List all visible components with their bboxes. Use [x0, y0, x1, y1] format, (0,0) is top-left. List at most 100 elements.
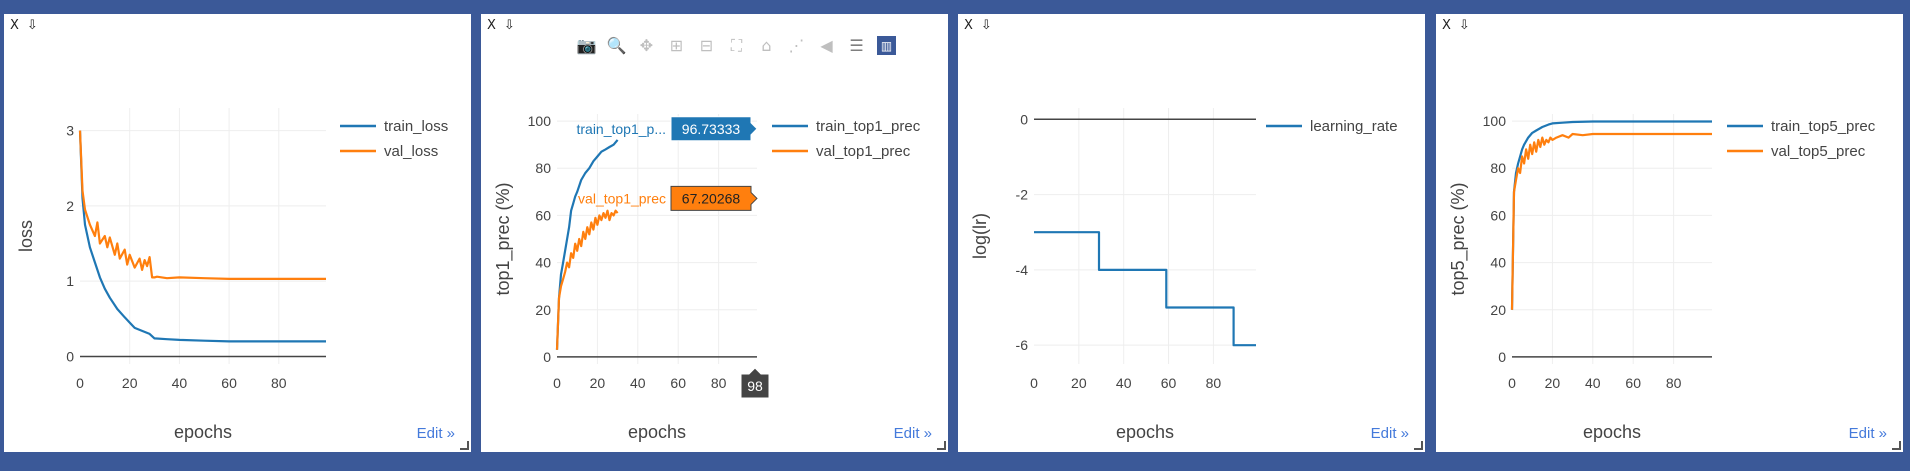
- close-panel-button[interactable]: X: [487, 18, 496, 33]
- hover-label-x: 98: [740, 367, 770, 399]
- x-axis-title: epochs: [1583, 422, 1641, 442]
- hover-closest-icon[interactable]: ◀: [820, 36, 833, 55]
- resize-handle[interactable]: [937, 441, 946, 450]
- x-tick-label: 80: [711, 375, 727, 391]
- autoscale-icon[interactable]: ⛶: [730, 35, 743, 55]
- x-tick-label: 20: [1545, 375, 1561, 391]
- edit-chart-link[interactable]: Edit »: [416, 425, 455, 442]
- legend: learning_rate: [1266, 118, 1398, 135]
- download-icon[interactable]: ⇩: [980, 18, 992, 33]
- legend-item-val_top1_prec[interactable]: val_top1_prec: [816, 143, 911, 160]
- pan-icon[interactable]: ✥: [639, 36, 654, 55]
- x-tick-label: 60: [221, 375, 237, 391]
- y-tick-label: 80: [1490, 160, 1506, 176]
- resize-handle[interactable]: [1414, 441, 1423, 450]
- zoom-icon[interactable]: 🔍: [606, 36, 627, 55]
- reset-axes-icon[interactable]: ⌂: [761, 36, 772, 55]
- y-axis-title: log(lr): [970, 213, 990, 259]
- x-tick-label: 80: [1666, 375, 1682, 391]
- loss-chart[interactable]: 0 20 40 60 80 0 1 2 3 epochs loss train_loss val_los…: [4, 14, 471, 452]
- series-line-val_top5_prec[interactable]: [1510, 132, 1712, 310]
- hover-series-name: val_top1_prec: [578, 190, 666, 206]
- y-tick-label: 0: [543, 349, 551, 365]
- y-tick-label: 80: [535, 160, 551, 176]
- camera-icon[interactable]: 📷: [576, 36, 597, 55]
- series-line-train_top5_prec[interactable]: [1510, 120, 1712, 310]
- hover-label-val: 67.20268 val_top1_prec: [578, 185, 758, 211]
- series-line-learning_rate[interactable]: [1034, 231, 1256, 347]
- hover-value: 67.20268: [682, 190, 741, 206]
- modebar: 📷 🔍 ✥ ⊞ ⊟ ⛶ ⌂ ⋰ ◀ ☰ ▥: [577, 36, 896, 55]
- gridlines: [557, 114, 757, 364]
- hover-x-value: 98: [747, 378, 763, 394]
- legend-item-train_top1_prec[interactable]: train_top1_prec: [816, 118, 921, 135]
- y-tick-label: 100: [528, 113, 552, 129]
- hover-series-name: train_top1_p...: [576, 121, 666, 137]
- close-panel-button[interactable]: X: [964, 18, 973, 33]
- zoom-in-icon[interactable]: ⊞: [669, 36, 684, 55]
- download-icon[interactable]: ⇩: [26, 18, 38, 33]
- x-tick-label: 40: [630, 375, 646, 391]
- x-tick-label: 0: [1508, 375, 1516, 391]
- y-tick-label: 60: [1490, 207, 1506, 223]
- hover-label-train: 96.73333 train_top1_p...: [576, 116, 758, 142]
- hover-value: 96.73333: [682, 121, 741, 137]
- chart-panel-lr: X ⇩ 0 20 40 60 80 0 -2 -4 -6 epochs log(lr) learnin…: [958, 14, 1425, 452]
- y-tick-label: 0: [1020, 111, 1028, 127]
- y-axis-title: top1_prec (%): [493, 182, 514, 295]
- edit-chart-link[interactable]: Edit »: [893, 425, 932, 442]
- zoom-out-icon[interactable]: ⊟: [699, 36, 714, 55]
- series-line-val_loss[interactable]: [78, 130, 326, 280]
- top5-chart[interactable]: 0 20 40 60 80 0 20 40 60 80 100 epochs top5_prec (%)…: [1436, 14, 1903, 452]
- hover-compare-icon[interactable]: ☰: [849, 36, 864, 55]
- legend: train_top1_prec val_top1_prec: [772, 118, 921, 160]
- download-icon[interactable]: ⇩: [503, 18, 515, 33]
- legend-item-val_loss[interactable]: val_loss: [384, 143, 438, 160]
- y-tick-label: 40: [1490, 255, 1506, 271]
- top1-chart[interactable]: 0 20 40 60 80 0 20 40 60 80 100 epochs top1_prec (%)…: [481, 14, 948, 452]
- y-tick-label: 100: [1483, 113, 1507, 129]
- y-tick-label: 3: [66, 123, 74, 139]
- legend-item-train_top5_prec[interactable]: train_top5_prec: [1771, 118, 1876, 135]
- legend-item-learning_rate[interactable]: learning_rate: [1310, 118, 1398, 135]
- chart-panel-top1: X ⇩ 📷 🔍 ✥ ⊞ ⊟ ⛶ ⌂ ⋰ ◀ ☰ ▥ 0 20 40 60 80 0 20 40…: [481, 14, 948, 452]
- y-tick-label: 20: [1490, 302, 1506, 318]
- y-tick-label: 0: [1498, 349, 1506, 365]
- legend-item-train_loss[interactable]: train_loss: [384, 118, 448, 135]
- edit-chart-link[interactable]: Edit »: [1370, 425, 1409, 442]
- series-line-train_loss[interactable]: [78, 130, 326, 343]
- series-line-val_top1_prec[interactable]: [555, 209, 619, 350]
- y-tick-label: 20: [535, 302, 551, 318]
- x-tick-label: 20: [590, 375, 606, 391]
- x-tick-label: 20: [122, 375, 138, 391]
- download-icon[interactable]: ⇩: [1458, 18, 1470, 33]
- y-axis-title: top5_prec (%): [1448, 182, 1469, 295]
- gridlines: [80, 108, 326, 364]
- chart-panel-loss: X ⇩ 0 20 40 60 80 0 1 2 3 epochs loss train_loss val…: [4, 14, 471, 452]
- x-axis-title: epochs: [174, 422, 232, 442]
- y-tick-label: -4: [1016, 262, 1029, 278]
- gridlines: [1512, 114, 1712, 364]
- x-tick-label: 0: [76, 375, 84, 391]
- lr-chart[interactable]: 0 20 40 60 80 0 -2 -4 -6 epochs log(lr) learning_ra…: [958, 14, 1425, 452]
- resize-handle[interactable]: [460, 441, 469, 450]
- spike-lines-icon[interactable]: ⋰: [788, 36, 805, 55]
- y-tick-label: 40: [535, 255, 551, 271]
- legend: train_top5_prec val_top5_prec: [1727, 118, 1876, 160]
- legend: train_loss val_loss: [340, 118, 448, 160]
- y-tick-label: 60: [535, 207, 551, 223]
- plotly-logo-icon[interactable]: ▥: [877, 36, 896, 55]
- series-line-train_top1_prec[interactable]: [555, 139, 619, 350]
- legend-item-val_top5_prec[interactable]: val_top5_prec: [1771, 143, 1866, 160]
- x-tick-label: 40: [1585, 375, 1601, 391]
- x-tick-label: 80: [1206, 375, 1222, 391]
- resize-handle[interactable]: [1892, 441, 1901, 450]
- x-tick-label: 60: [1625, 375, 1641, 391]
- chart-panel-top5: X ⇩ 0 20 40 60 80 0 20 40 60 80 100 epochs top5_prec…: [1436, 14, 1903, 452]
- y-tick-label: 1: [66, 273, 74, 289]
- x-tick-label: 0: [1030, 375, 1038, 391]
- close-panel-button[interactable]: X: [10, 18, 19, 33]
- edit-chart-link[interactable]: Edit »: [1848, 425, 1887, 442]
- close-panel-button[interactable]: X: [1442, 18, 1451, 33]
- y-tick-label: -6: [1016, 337, 1029, 353]
